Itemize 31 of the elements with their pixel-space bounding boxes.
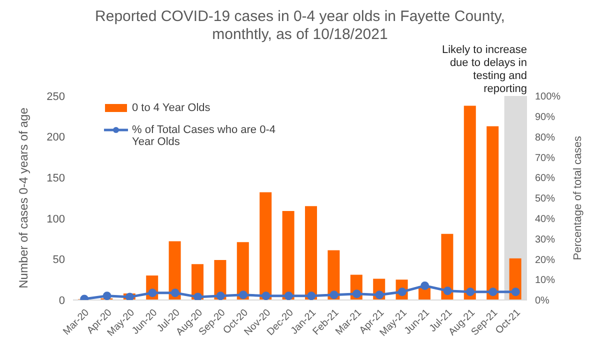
y2-tick-label: 40% [535,214,556,225]
bar [486,126,499,300]
band-label: Likely to increase due to delays in testing and reporting [442,44,527,95]
y2-tick-label: 100% [535,92,561,103]
bar [282,211,294,300]
bar [464,106,476,300]
y2-tick-label: 90% [535,112,556,123]
y2-tick-label: 70% [535,152,556,164]
y2-tick-label: 30% [535,234,556,246]
y-tick-label: 0 [58,294,65,307]
y-tick-label: 100 [46,213,65,226]
y-tick-label: 50 [52,254,65,266]
y2-axis-title: Percentage of total cases [572,135,584,260]
bar [441,234,454,300]
y2-tick-label: 20% [535,254,556,266]
chart-title: Reported COVID-19 cases in 0-4 year olds in Fayette County, monthtly, as of 10/18/2021 [94,8,506,44]
legend-label: % of Total Cases who are 0-4 Year Olds [132,124,276,148]
y2-tick-label: 0% [535,296,550,307]
y2-tick-label: 60% [535,173,556,184]
y2-tick-label: 80% [535,132,556,144]
y2-tick-label: 10% [535,275,556,286]
y-tick-label: 250 [46,90,65,103]
y-axis-title: Number of cases 0-4 years of age [16,107,30,288]
bar [236,242,249,300]
y-tick-label: 150 [46,172,65,185]
bar [168,241,181,300]
legend-label: 0 to 4 Year Olds [132,102,210,114]
y-tick-label: 200 [46,132,65,144]
bar [260,192,272,300]
y2-tick-label: 50% [535,194,556,205]
bar [305,206,317,300]
